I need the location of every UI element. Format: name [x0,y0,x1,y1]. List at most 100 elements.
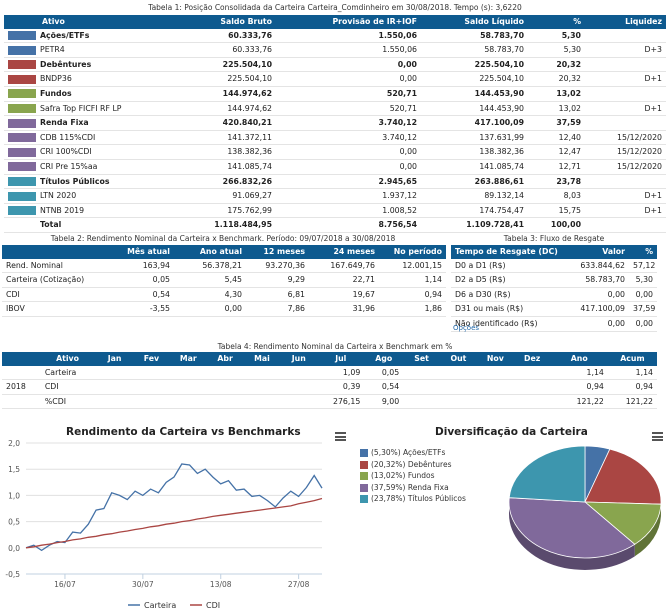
col-liquidez[interactable]: Liquidez [585,15,666,29]
col-month-2[interactable]: Jan [96,352,133,366]
series-line-carteira[interactable] [25,463,323,552]
cell-bruto: 266.832,26 [172,174,276,190]
col-rend-5[interactable]: No período [379,245,446,259]
fluxo-resgate-table: Tempo de Resgate (DC) Valor % D0 a D1 (R… [451,245,657,332]
col-saldo-bruto[interactable]: Saldo Bruto [172,15,276,29]
pie-slice[interactable] [583,501,662,545]
col-month-15[interactable]: Acum [607,352,657,366]
asset-cell: Total [4,217,172,233]
pie-legend-item[interactable]: (23,78%) Títulos Públicos [360,493,466,505]
cell-liq: 137.631,99 [421,130,528,146]
col-month-1[interactable]: Ativo [38,352,97,366]
cell-liquidez: D+1 [585,188,666,204]
row-label: %CDI [38,394,97,410]
asset-cell: CDB 115%CDI [4,130,172,146]
col-valor[interactable]: Valor [563,245,629,259]
cell-liq: 138.382,36 [421,144,528,160]
col-tempo-resgate[interactable]: Tempo de Resgate (DC) [451,245,563,259]
cell-pct: 20,32 [528,71,585,87]
col-month-10[interactable]: Set [403,352,441,366]
col-month-12[interactable]: Nov [476,352,514,366]
value-cell [513,379,551,395]
cell-liq: 144.453,90 [421,86,528,102]
cell-prov: 1.008,52 [276,203,421,219]
pie-legend-item[interactable]: (13,02%) Fundos [360,470,466,482]
col-month-0[interactable] [2,352,39,366]
line-chart: -0,5 0,0 0,5 1,0 1,5 2,0 16/07 30/07 13/08 27/08 C… [5,439,323,610]
col-month-13[interactable]: Dez [513,352,551,366]
position-table: Ativo Saldo Bruto Provisão de IR+IOF Sal… [4,15,666,233]
asset-name: LTN 2020 [40,191,77,201]
col-rend-4[interactable]: 24 meses [309,245,379,259]
position-row: Títulos Públicos 266.832,26 2.945,65 263.88… [4,174,666,190]
pie-legend-item[interactable]: (5,30%) Ações/ETFs [360,447,466,459]
value-cell: 37,59 [629,301,657,317]
cell-bruto: 141.372,11 [172,130,276,146]
legend-swatch [360,472,368,480]
cell-bruto: 225.504,10 [172,57,276,73]
position-row: NTNB 2019 175.762,99 1.008,52 174.754,47 15,… [4,203,666,219]
legend-label: (37,59%) Renda Fixa [371,482,449,492]
value-cell: 7,86 [246,301,309,317]
legend-label: (13,02%) Fundos [371,471,435,480]
monthly-row: 2018 CDI 0,39 0,54 0,94 0,94 [2,379,657,395]
col-rend-0[interactable] [2,245,102,259]
asset-name: CRI Pre 15%aa [40,161,98,171]
line-chart-menu-icon[interactable] [335,432,346,441]
col-provisao[interactable]: Provisão de IR+IOF [276,15,421,29]
col-month-3[interactable]: Fev [133,352,170,366]
col-month-14[interactable]: Ano [550,352,608,366]
value-cell: 1,14 [550,365,608,381]
resgate-row: Não identificado (R$) 0,00 0,00 [451,316,657,332]
value-cell: 121,22 [550,394,608,410]
position-row: Ações/ETFs 60.333,76 1.550,06 58.783,70 5,30 [4,28,666,44]
col-saldo-liquido[interactable]: Saldo Líquido [421,15,528,29]
pie-slice[interactable] [584,448,662,505]
series-line-cdi[interactable] [25,497,323,549]
value-cell [133,379,170,395]
value-cell: 0,00 [174,301,246,317]
col-pct-resgate[interactable]: % [629,245,657,259]
cell-pct: 13,02 [528,86,585,102]
col-ativo[interactable]: Ativo [4,15,172,29]
value-cell: 1,86 [379,301,446,317]
col-month-5[interactable]: Abr [206,352,244,366]
x-tick-label: 13/08 [210,580,232,589]
col-pct[interactable]: % [528,15,585,29]
value-cell [476,365,514,381]
col-month-6[interactable]: Mai [243,352,281,366]
value-cell: 1,14 [607,365,657,381]
options-link[interactable]: Opções [453,324,480,332]
col-month-7[interactable]: Jun [280,352,318,366]
value-cell [476,379,514,395]
cell-bruto: 91.069,27 [172,188,276,204]
col-month-4[interactable]: Mar [169,352,207,366]
table4-caption: Tabela 4: Rendimento Nominal da Carteira… [217,342,453,351]
asset-color-swatch [8,74,36,84]
pie-legend-item[interactable]: (20,32%) Debêntures [360,459,466,471]
asset-color-swatch [8,162,36,172]
cell-prov: 520,71 [276,86,421,102]
cell-liquidez: 15/12/2020 [585,159,666,175]
position-row: Debêntures 225.504,10 0,00 225.504,10 20,32 [4,57,666,73]
pie-legend-item[interactable]: (37,59%) Renda Fixa [360,482,466,494]
asset-cell: Renda Fixa [4,115,172,131]
pie-slice[interactable] [508,497,636,559]
cell-liquidez [585,174,666,190]
asset-color-swatch [8,45,36,55]
value-cell [169,379,207,395]
col-month-8[interactable]: Jul [317,352,365,366]
cell-prov: 3.740,12 [276,130,421,146]
col-rend-2[interactable]: Ano atual [174,245,246,259]
col-month-9[interactable]: Ago [364,352,404,366]
pie-slice[interactable] [508,445,586,503]
col-rend-3[interactable]: 12 meses [246,245,309,259]
value-cell [513,394,551,410]
legend-label[interactable]: Carteira [144,601,176,610]
pie-chart-menu-icon[interactable] [652,432,663,441]
col-rend-1[interactable]: Mês atual [102,245,174,259]
legend-label[interactable]: CDI [206,601,220,610]
y-tick-label: 2,0 [8,439,20,448]
value-cell: 633.844,62 [563,258,629,274]
col-month-11[interactable]: Out [440,352,477,366]
